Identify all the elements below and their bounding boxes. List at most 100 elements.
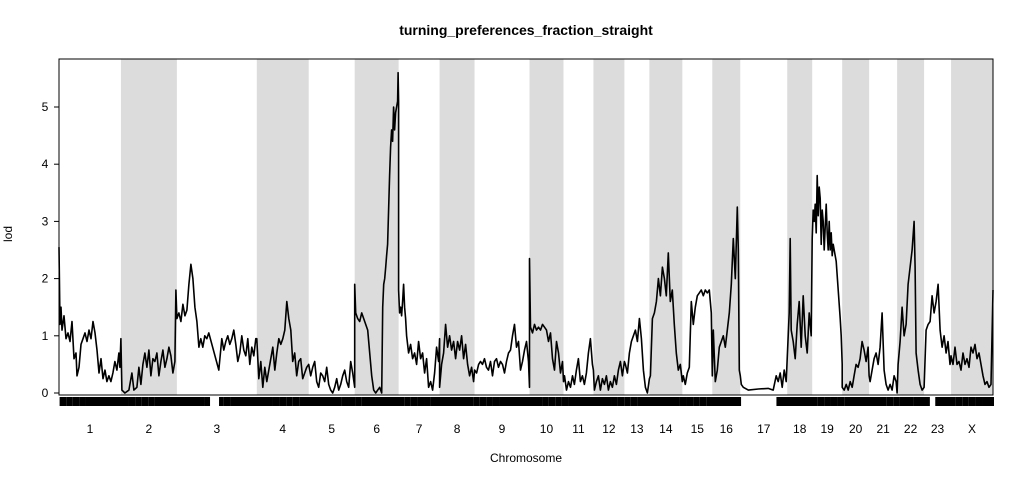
- x-tick-label-chr-21: 21: [876, 422, 890, 436]
- x-tick-label-chr-19: 19: [820, 422, 834, 436]
- marker-tick: [416, 397, 418, 406]
- x-tick-label-chr-17: 17: [757, 422, 771, 436]
- marker-tick: [422, 397, 425, 406]
- lod-curve: [58, 71, 994, 394]
- x-tick-label-chr-14: 14: [659, 422, 673, 436]
- marker-tick: [816, 397, 818, 406]
- marker-tick: [698, 397, 700, 406]
- marker-tick: [567, 397, 569, 406]
- x-tick-label-chr-4: 4: [279, 422, 286, 436]
- chromosome-band-6: [354, 59, 399, 395]
- chromosome-band-12: [593, 59, 625, 395]
- x-axis: 1 2 3 4 5 6 7 8 9 10 11 12 13 14 15 16 17 18 19 20 21 22 23 X: [87, 422, 976, 436]
- y-tick-label: 3: [42, 214, 49, 228]
- marker-tick: [208, 397, 211, 406]
- marker-tick: [478, 397, 480, 406]
- y-tick-label: 4: [42, 157, 49, 171]
- x-tick-label-chr-6: 6: [373, 422, 380, 436]
- marker-tick: [498, 397, 500, 406]
- marker-tick: [133, 397, 136, 406]
- marker-tick: [491, 397, 493, 406]
- x-tick-label-chr-10: 10: [540, 422, 554, 436]
- x-tick-label-chr-16: 16: [720, 422, 734, 436]
- marker-tick: [992, 397, 995, 406]
- marker-tick: [691, 397, 694, 406]
- x-tick-label-chr-1: 1: [87, 422, 94, 436]
- marker-tick: [271, 397, 273, 406]
- marker-tick: [229, 397, 231, 406]
- y-tick-label: 1: [42, 329, 49, 343]
- marker-tick: [823, 397, 825, 406]
- marker-tick: [127, 397, 129, 406]
- marker-tick: [147, 397, 149, 406]
- marker-tick: [705, 397, 707, 406]
- marker-tick: [340, 397, 342, 406]
- marker-tick: [554, 397, 556, 406]
- marker-rug: [59, 397, 995, 406]
- chromosome-band-8: [439, 59, 475, 395]
- x-tick-label-chr-22: 22: [904, 422, 918, 436]
- y-tick-label: 5: [42, 100, 49, 114]
- marker-tick: [485, 397, 487, 406]
- chromosome-band-14: [649, 59, 683, 395]
- marker-tick: [911, 397, 914, 406]
- x-tick-label-chr-5: 5: [328, 422, 335, 436]
- marker-tick: [609, 397, 612, 406]
- marker-tick: [836, 397, 838, 406]
- marker-tick: [961, 397, 963, 406]
- marker-tick: [540, 397, 543, 406]
- y-axis-label: lod: [1, 226, 15, 242]
- marker-tick: [284, 397, 287, 406]
- y-axis: 0 1 2 3 4 5: [42, 100, 59, 400]
- plot-frame: [58, 58, 994, 396]
- marker-tick: [278, 397, 280, 406]
- marker-tick: [409, 397, 411, 406]
- marker-tick: [140, 397, 142, 406]
- marker-tick: [547, 397, 549, 406]
- x-axis-label: Chromosome: [490, 451, 562, 465]
- marker-tick: [905, 397, 907, 406]
- marker-tick: [739, 397, 742, 406]
- marker-tick: [678, 397, 680, 406]
- marker-tick: [892, 397, 894, 406]
- x-tick-label-chr-12: 12: [602, 422, 616, 436]
- x-tick-label-chr-2: 2: [146, 422, 153, 436]
- chromosome-band-20: [842, 59, 870, 395]
- marker-tick: [685, 397, 687, 406]
- x-tick-label-chr-3: 3: [213, 422, 220, 436]
- x-tick-label-chr-20: 20: [849, 422, 863, 436]
- marker-tick: [403, 397, 405, 406]
- marker-tick: [347, 397, 349, 406]
- marker-tick: [967, 397, 969, 406]
- marker-tick: [980, 397, 983, 406]
- marker-tick: [298, 397, 300, 406]
- marker-tick: [616, 397, 618, 406]
- x-tick-label-chr-18: 18: [793, 422, 807, 436]
- marker-tick: [885, 397, 887, 406]
- chart-title: turning_preferences_fraction_straight: [399, 22, 653, 38]
- marker-tick: [222, 397, 224, 406]
- chromosome-band-18: [787, 59, 813, 395]
- x-tick-label-chr-9: 9: [499, 422, 506, 436]
- marker-tick: [429, 397, 431, 406]
- chromosome-band-10: [529, 59, 564, 395]
- chromosome-band-22: [897, 59, 925, 395]
- x-tick-label-chr-X: X: [968, 422, 976, 436]
- marker-tick: [622, 397, 625, 406]
- marker-tick: [291, 397, 293, 406]
- marker-tick: [71, 397, 73, 406]
- x-tick-label-chr-23: 23: [931, 422, 945, 436]
- marker-tick: [829, 397, 831, 406]
- lod-line: [58, 71, 994, 394]
- marker-tick: [78, 397, 80, 406]
- chromosome-band-X: [951, 59, 993, 395]
- y-tick-label: 0: [42, 386, 49, 400]
- marker-tick: [954, 397, 956, 406]
- x-tick-label-chr-15: 15: [691, 422, 705, 436]
- marker-tick: [560, 397, 562, 406]
- marker-tick: [84, 397, 86, 406]
- x-tick-label-chr-8: 8: [454, 422, 461, 436]
- x-tick-label-chr-11: 11: [572, 422, 585, 436]
- marker-tick: [160, 397, 162, 406]
